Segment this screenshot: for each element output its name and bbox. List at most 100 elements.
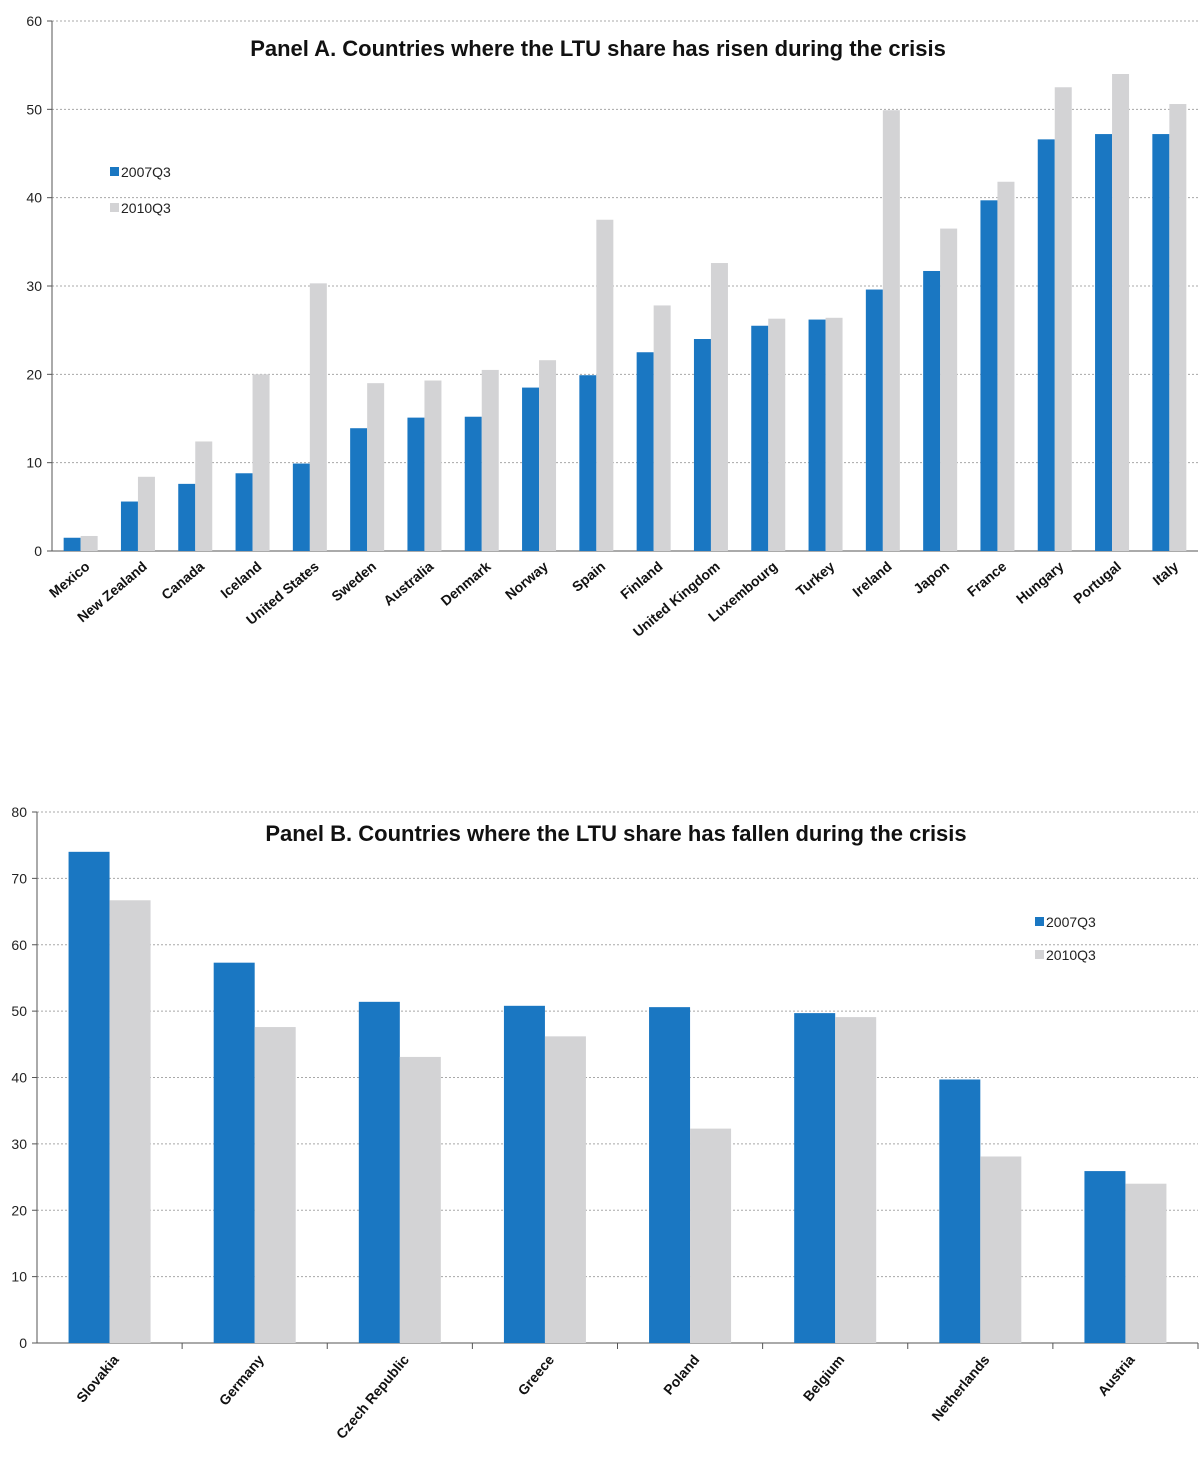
category-label: Australia: [380, 558, 436, 609]
y-tick-label: 10: [26, 455, 42, 471]
category-label: Belgium: [800, 1352, 848, 1405]
bar-2007q3: [939, 1079, 981, 1343]
category-label: Japon: [910, 558, 952, 597]
bar-2010q3: [544, 1036, 586, 1343]
bar-2010q3: [997, 181, 1015, 551]
panel-title: Panel B. Countries where the LTU share h…: [265, 821, 966, 846]
category-label: Mexico: [46, 558, 93, 601]
bar-2007q3: [350, 428, 368, 551]
panel-title: Panel A. Countries where the LTU share h…: [250, 36, 946, 61]
bar-2007q3: [120, 501, 138, 551]
bar-2010q3: [710, 263, 728, 551]
y-tick-label: 50: [26, 101, 42, 117]
legend-swatch: [1035, 950, 1044, 959]
panel-b: 0 10 20 30 40 50 60 70 80 Slovakia Germany Czech Re…: [11, 804, 1199, 1442]
bar-2007q3: [235, 473, 253, 551]
bar-2010q3: [424, 380, 442, 551]
y-tick-label: 60: [26, 13, 42, 29]
y-tick-label: 0: [19, 1335, 27, 1351]
category-label: Canada: [158, 558, 207, 603]
category-label: Finland: [617, 558, 665, 602]
bar-2007q3: [794, 1013, 836, 1343]
bar-2010q3: [195, 441, 213, 551]
legend-label: 2007Q3: [1046, 914, 1096, 930]
bar-2010q3: [1125, 1183, 1167, 1343]
bar-2010q3: [882, 110, 900, 551]
bar-2010q3: [399, 1056, 441, 1343]
bar-2010q3: [137, 476, 155, 551]
bar-2007q3: [649, 1007, 691, 1343]
category-label: France: [964, 558, 1010, 600]
category-label: Hungary: [1013, 558, 1067, 607]
bar-2007q3: [751, 325, 769, 551]
legend-swatch: [1035, 917, 1044, 926]
y-tick-label: 30: [26, 278, 42, 294]
y-tick-label: 10: [11, 1269, 27, 1285]
y-tick-label: 60: [11, 937, 27, 953]
category-label: Portugal: [1070, 558, 1124, 607]
bar-2010q3: [835, 1017, 877, 1343]
bar-2007q3: [407, 417, 425, 551]
bar-2010q3: [940, 228, 958, 552]
category-label: Italy: [1150, 558, 1182, 588]
bar-2010q3: [309, 283, 327, 551]
bar-2007q3: [213, 962, 255, 1343]
category-label: Ireland: [849, 558, 894, 600]
bar-2007q3: [1095, 134, 1113, 552]
y-tick-label: 70: [11, 870, 27, 886]
bar-2010q3: [252, 374, 270, 551]
bar-2007q3: [292, 463, 310, 551]
category-label: Netherlands: [928, 1351, 992, 1423]
bar-2010q3: [80, 535, 98, 551]
y-tick-label: 20: [26, 366, 42, 382]
bar-2007q3: [636, 352, 654, 551]
bar-2010q3: [1054, 87, 1072, 551]
bar-2007q3: [980, 200, 998, 552]
legend-label: 2010Q3: [1046, 947, 1096, 963]
bar-2010q3: [539, 360, 557, 551]
bar-2010q3: [1169, 104, 1187, 552]
category-label: Germany: [216, 1351, 267, 1408]
bar-2010q3: [653, 305, 671, 551]
category-label: Czech Republic: [333, 1351, 412, 1441]
bar-2007q3: [464, 416, 482, 551]
category-label: Greece: [514, 1351, 557, 1398]
category-label: Slovakia: [73, 1351, 122, 1405]
bar-2007q3: [503, 1005, 545, 1343]
category-label: Spain: [569, 558, 608, 595]
category-label: Austria: [1094, 1351, 1137, 1398]
bar-2010q3: [690, 1128, 732, 1343]
bar-2007q3: [923, 270, 941, 551]
bar-2007q3: [808, 319, 826, 551]
bar-2007q3: [178, 483, 196, 551]
bar-2010q3: [1112, 74, 1130, 551]
bar-2007q3: [1152, 134, 1170, 552]
category-label: Turkey: [793, 558, 838, 599]
y-tick-label: 80: [11, 804, 27, 820]
y-tick-label: 50: [11, 1003, 27, 1019]
bar-2010q3: [109, 900, 151, 1343]
bar-2007q3: [522, 387, 540, 551]
bar-2007q3: [1084, 1171, 1126, 1343]
y-tick-label: 0: [34, 543, 42, 559]
bar-2007q3: [1037, 139, 1055, 551]
category-label: Sweden: [328, 558, 379, 604]
category-label: Iceland: [217, 558, 264, 601]
legend-label: 2007Q3: [121, 164, 171, 180]
bar-2007q3: [865, 289, 883, 551]
bar-2010q3: [596, 219, 614, 551]
bar-2007q3: [579, 375, 597, 551]
y-tick-label: 40: [26, 190, 42, 206]
bar-2010q3: [254, 1027, 296, 1343]
y-tick-label: 40: [11, 1070, 27, 1086]
category-label: Norway: [502, 558, 551, 603]
bar-2007q3: [63, 537, 81, 551]
bar-2010q3: [768, 318, 786, 551]
bar-2007q3: [68, 851, 110, 1343]
legend-swatch: [110, 203, 119, 212]
category-label: Denmark: [437, 558, 493, 609]
bar-2010q3: [825, 317, 843, 551]
